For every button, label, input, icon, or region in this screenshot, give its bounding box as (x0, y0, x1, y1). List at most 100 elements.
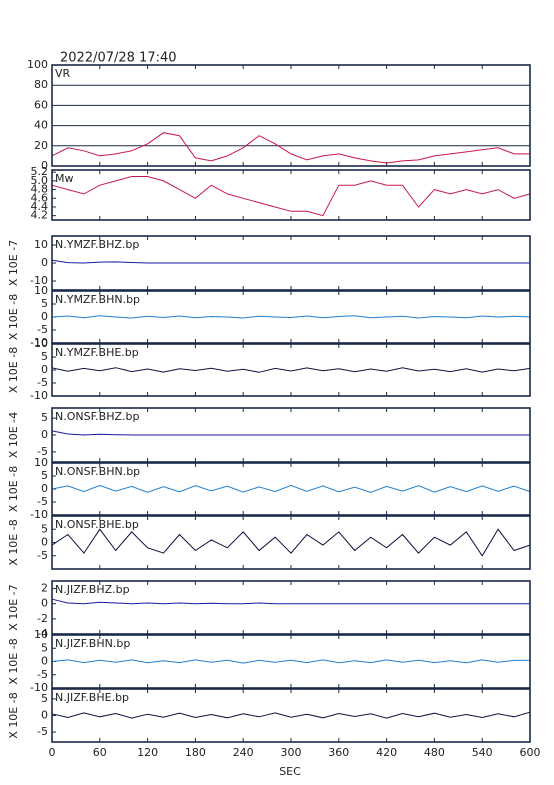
y-tick-label: -10 (30, 389, 48, 402)
y-tick-label: 5 (41, 522, 48, 535)
y-tick-label: 0 (41, 159, 48, 172)
x-tick-label: 600 (520, 746, 541, 759)
x-axis-label: SEC (279, 765, 301, 778)
panel-frame (51, 462, 531, 516)
y-tick-label: -10 (30, 336, 48, 349)
y-tick-label: -5 (37, 725, 48, 738)
panel-label: N.ONSF.BHZ.bp (55, 410, 139, 423)
y-tick-label: 0 (41, 363, 48, 376)
y-tick-label: 4.2 (31, 209, 49, 222)
waveform-line (51, 528, 531, 557)
panel-label: Mw (55, 172, 74, 185)
panel-frame (51, 407, 531, 463)
panel-frame (51, 290, 531, 344)
y-tick-label: -10 (30, 681, 48, 694)
y-tick-label: 0 (41, 597, 48, 610)
y-tick-label: 0 (41, 482, 48, 495)
panel-label: N.JIZF.BHZ.bp (55, 583, 130, 596)
panel-frame (51, 515, 531, 570)
y-tick-label: 5 (41, 469, 48, 482)
unit-label: X 10E -8 (7, 466, 20, 512)
y-tick-label: -2 (37, 612, 48, 625)
panel-frame (51, 580, 531, 635)
y-tick-label: 0 (41, 536, 48, 549)
panel-label: N.ONSF.BHE.bp (55, 518, 139, 531)
panel-label: N.YMZF.BHE.bp (55, 346, 139, 359)
panel-frame (51, 343, 531, 397)
y-tick-label: 40 (34, 119, 48, 132)
y-tick-label: 5 (41, 350, 48, 363)
panel-label: N.JIZF.BHE.bp (55, 691, 129, 704)
unit-label: X 10E -7 (7, 240, 20, 286)
y-tick-label: -10 (30, 274, 48, 287)
waveform-line (51, 598, 530, 605)
y-tick-label: 5.0 (31, 174, 49, 187)
y-tick-label: 0 (41, 428, 48, 441)
panel-frame (51, 235, 531, 291)
waveform-line (51, 259, 530, 264)
y-tick-label: 5.2 (31, 165, 49, 178)
panel-frame (51, 688, 531, 743)
y-tick-label: -5 (37, 323, 48, 336)
y-tick-label: -5 (37, 549, 48, 562)
x-tick-label: 420 (376, 746, 397, 759)
y-tick-label: 10 (34, 337, 48, 350)
y-tick-label: 100 (27, 58, 48, 71)
x-tick-label: 360 (328, 746, 349, 759)
y-tick-label: 5 (41, 297, 48, 310)
unit-label: X 10E -8 (7, 347, 20, 393)
panel-frame (51, 169, 531, 221)
x-tick-label: 480 (424, 746, 445, 759)
x-tick-label: 240 (233, 746, 254, 759)
waveform-line (51, 711, 531, 719)
y-tick-label: 4.4 (31, 200, 49, 213)
y-tick-label: -5 (37, 376, 48, 389)
y-tick-label: 0 (41, 709, 48, 722)
y-tick-label: -5 (37, 445, 48, 458)
x-tick-label: 0 (49, 746, 56, 759)
y-tick-label: -5 (37, 668, 48, 681)
unit-label: X 10E -7 (7, 584, 20, 630)
x-tick-label: 120 (137, 746, 158, 759)
chart-title: 2022/07/28 17:40 (60, 51, 177, 66)
waveform-line (51, 484, 531, 493)
y-tick-label: 80 (34, 78, 48, 91)
y-tick-label: 60 (34, 98, 48, 111)
x-tick-label: 60 (93, 746, 107, 759)
y-tick-label: 10 (34, 628, 48, 641)
y-tick-label: 5 (41, 692, 48, 705)
y-tick-label: 10 (34, 284, 48, 297)
y-tick-label: 10 (34, 238, 48, 251)
y-tick-label: 0 (41, 256, 48, 269)
y-tick-label: -10 (30, 508, 48, 521)
x-tick-label: 540 (472, 746, 493, 759)
unit-label: X 10E -8 (7, 519, 20, 565)
waveform-line (51, 430, 530, 436)
panel-label: N.ONSF.BHN.bp (55, 465, 140, 478)
y-tick-label: 0 (41, 655, 48, 668)
waveform-line (51, 315, 531, 319)
unit-label: X 10E -8 (7, 294, 20, 340)
unit-label: X 10E -8 (7, 638, 20, 684)
waveform-line (51, 367, 531, 373)
waveform-line (51, 176, 531, 217)
y-tick-label: 10 (34, 456, 48, 469)
y-tick-label: 4.8 (31, 183, 49, 196)
panel-label: N.YMZF.BHN.bp (55, 293, 140, 306)
y-tick-label: -5 (37, 495, 48, 508)
waveform-line (51, 132, 530, 164)
unit-label: X 10E -8 (7, 692, 20, 738)
y-tick-label: 5 (41, 411, 48, 424)
panel-label: N.JIZF.BHN.bp (55, 637, 130, 650)
y-tick-label: 2 (41, 582, 48, 595)
y-tick-label: -4 (37, 627, 48, 640)
y-tick-label: 5 (41, 641, 48, 654)
panel-label: N.YMZF.BHZ.bp (55, 238, 139, 251)
x-tick-label: 180 (185, 746, 206, 759)
y-tick-label: 0 (41, 310, 48, 323)
y-tick-label: 20 (34, 139, 48, 152)
x-tick-label: 300 (281, 746, 302, 759)
panel-frame (51, 64, 531, 167)
unit-label: X 10E -4 (7, 412, 20, 458)
